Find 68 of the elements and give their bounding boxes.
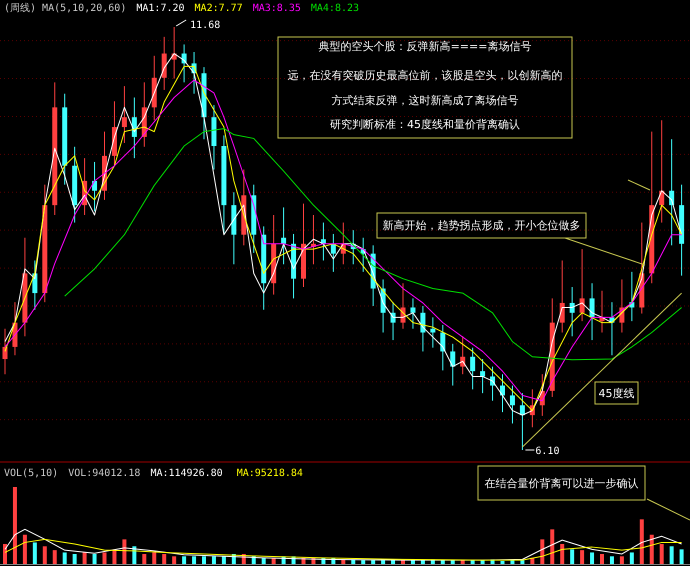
text: VOL:94012.18 <box>68 468 140 479</box>
bar <box>590 552 594 564</box>
bar <box>212 556 216 564</box>
candlestick <box>2 328 8 375</box>
bar <box>102 552 106 564</box>
bar <box>620 556 624 564</box>
annotation: 典型的空头个股：反弹新高====离场信号 <box>318 40 532 53</box>
bar <box>72 554 77 564</box>
bar <box>3 544 7 564</box>
bar <box>610 556 614 564</box>
bar <box>62 552 67 564</box>
candlestick <box>470 347 476 390</box>
candlestick <box>122 86 127 144</box>
bar <box>12 487 17 564</box>
bar <box>202 556 206 564</box>
bar <box>660 544 664 564</box>
bar <box>142 554 146 564</box>
bar <box>560 544 564 564</box>
bar <box>42 546 47 564</box>
bar <box>162 554 166 564</box>
candlestick <box>480 358 486 394</box>
text: MA1:7.20 <box>136 3 185 14</box>
annotation: 远，在没有突破历史最高位前，该股是空头，以创新高的 <box>288 69 562 82</box>
text: MA:95218.84 <box>236 468 303 479</box>
annotation: 研究判断标准：45度线和量价背离确认 <box>330 118 520 131</box>
bar <box>92 554 97 564</box>
annotation: 11.68 <box>190 20 220 31</box>
text: MA3:8.35 <box>252 3 301 14</box>
chart-title: (周线) MA(5,10,20,60) <box>4 2 126 14</box>
text: MA2:7.77 <box>194 3 243 14</box>
bar <box>630 552 634 564</box>
text: MA4:8.23 <box>310 3 360 14</box>
bar <box>500 560 504 564</box>
annotation: 新高开始，趋势拐点形成，开小仓位做多 <box>382 219 580 232</box>
text: MA:114926.80 <box>150 468 223 479</box>
bar <box>580 550 584 564</box>
bar <box>540 539 544 564</box>
bar <box>361 560 366 564</box>
bar <box>680 549 684 564</box>
candlestick <box>430 316 436 348</box>
bar <box>600 554 604 564</box>
bar <box>82 552 87 564</box>
bar <box>640 519 644 564</box>
annotation: 45度线 <box>598 387 634 400</box>
bar <box>122 539 126 564</box>
candlestick <box>510 385 515 424</box>
annotation: 6.10 <box>535 446 560 457</box>
candlestick <box>590 282 595 341</box>
bar <box>670 546 674 564</box>
bar <box>152 552 156 564</box>
bar <box>570 549 574 564</box>
candlestick <box>570 286 575 337</box>
candlestick <box>500 374 505 413</box>
candlestick <box>580 248 585 322</box>
bar <box>650 534 654 564</box>
bar <box>32 542 37 564</box>
candlestick <box>281 206 286 265</box>
bar <box>52 550 57 564</box>
bar <box>22 534 27 564</box>
bar <box>182 556 186 564</box>
bar <box>192 556 196 564</box>
bar <box>172 556 176 564</box>
candlestick <box>410 298 416 330</box>
bar <box>550 529 554 564</box>
annotation: 在结合量价背离可以进一步确认 <box>484 477 638 490</box>
annotation: 方式结束反弹，这时新高成了离场信号 <box>332 94 518 107</box>
chart-title: VOL(5,10) <box>4 468 58 479</box>
bar <box>222 556 226 564</box>
